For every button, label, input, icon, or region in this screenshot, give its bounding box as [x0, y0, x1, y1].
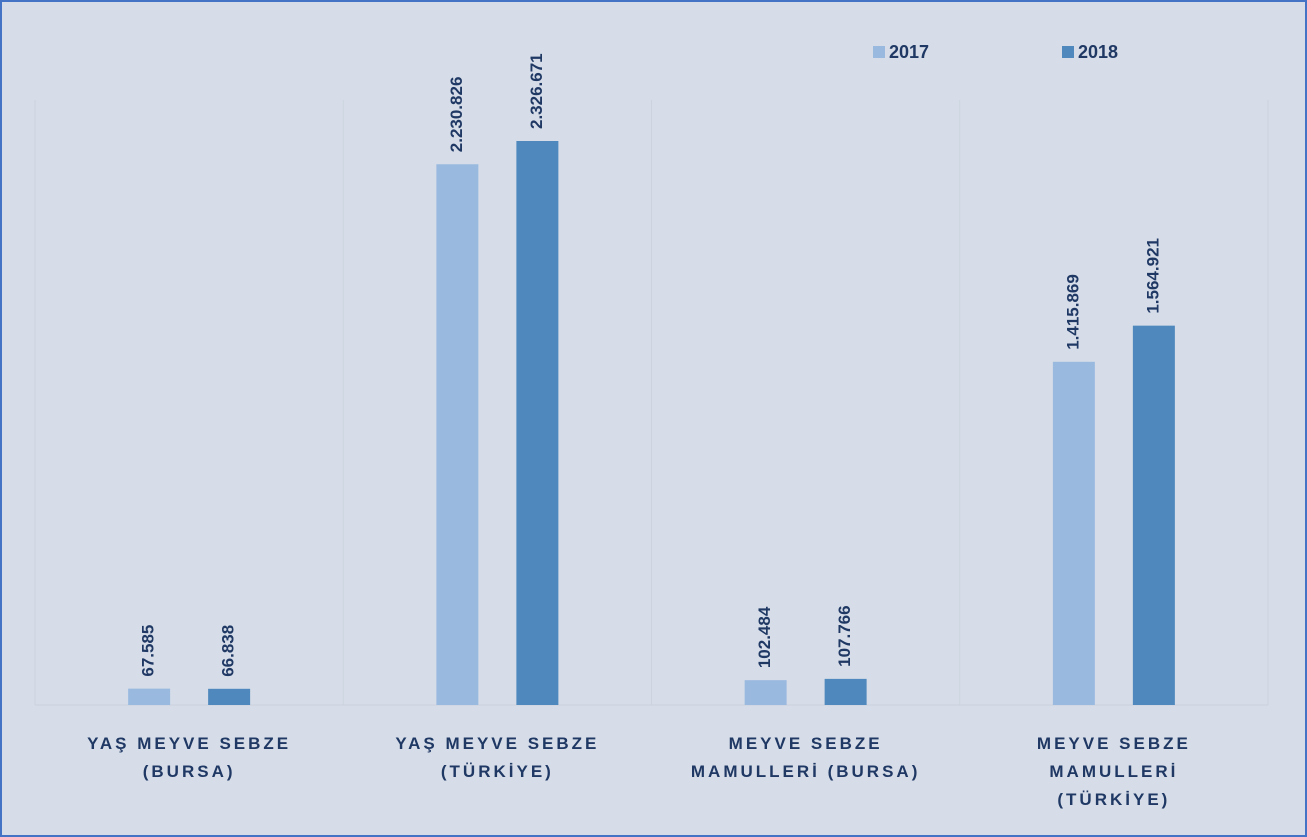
bar	[208, 688, 251, 705]
bar	[824, 678, 867, 705]
value-label: 2.326.671	[527, 53, 546, 129]
x-tick-label: MEYVE SEBZE MAMULLERİ (TÜRKİYE)	[1036, 734, 1191, 809]
legend-label: 2017	[889, 42, 929, 62]
value-label: 1.564.921	[1143, 238, 1162, 314]
bar	[1052, 361, 1095, 705]
bar	[436, 164, 479, 705]
x-tick-label: YAŞ MEYVE SEBZE (TÜRKİYE)	[395, 734, 600, 781]
value-label: 67.585	[139, 625, 158, 677]
value-label: 1.415.869	[1063, 274, 1082, 350]
value-label: 66.838	[219, 625, 238, 677]
legend-swatch	[1062, 46, 1074, 58]
legend-swatch	[873, 46, 885, 58]
bar	[1132, 325, 1175, 705]
x-tick-label: MEYVE SEBZE MAMULLERİ (BURSA)	[690, 734, 921, 781]
x-tick-label: YAŞ MEYVE SEBZE (BURSA)	[87, 734, 292, 781]
value-label: 2.230.826	[447, 77, 466, 153]
bar	[516, 141, 559, 705]
value-label: 107.766	[835, 605, 854, 666]
legend-label: 2018	[1078, 42, 1118, 62]
bar	[744, 680, 787, 705]
value-label: 102.484	[755, 606, 774, 668]
bar	[128, 688, 171, 705]
